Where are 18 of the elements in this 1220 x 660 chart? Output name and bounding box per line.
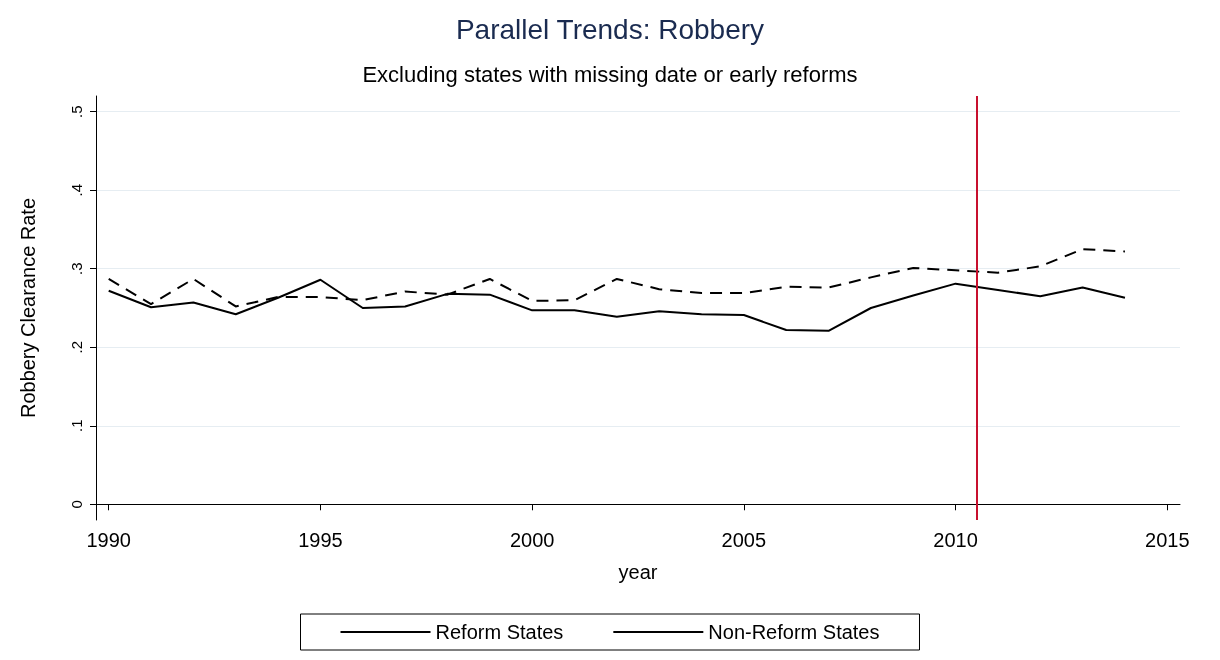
legend-label: Non-Reform States [708, 621, 880, 643]
y-tick-label: .1 [68, 419, 85, 433]
y-tick-label: .3 [68, 262, 85, 275]
x-tick-label: 1990 [86, 529, 131, 551]
y-axis-title: Robbery Clearance Rate [17, 197, 39, 419]
x-tick-label: 2010 [933, 529, 978, 551]
y-tick-label: 0 [68, 500, 85, 509]
chart-title: Parallel Trends: Robbery [455, 13, 765, 45]
y-tick-label: .2 [68, 341, 85, 354]
y-tick-label: .4 [68, 183, 85, 197]
y-tick-label: .5 [68, 105, 85, 118]
x-tick-label: 2005 [721, 529, 767, 551]
x-tick-label: 1995 [298, 529, 343, 551]
x-tick-label: 2000 [509, 529, 555, 551]
x-axis-title: year [618, 561, 658, 583]
legend-label: Reform States [435, 621, 564, 643]
chart-subtitle: Excluding states with missing date or early reforms [362, 61, 858, 87]
x-tick-label: 2015 [1145, 529, 1190, 551]
